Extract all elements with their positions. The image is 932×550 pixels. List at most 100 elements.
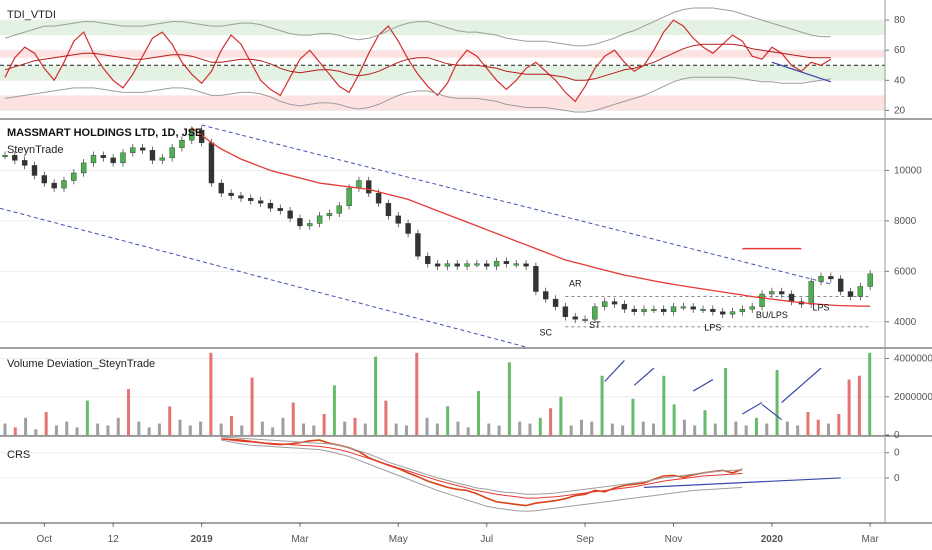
volume-bar [559, 396, 563, 435]
volume-bar [641, 421, 645, 435]
candle-body [523, 263, 529, 267]
volume-bar [260, 421, 264, 435]
candle-body [395, 215, 401, 224]
volume-bar [827, 423, 831, 435]
volume-y-tick-label: 2000000 [894, 392, 932, 403]
volume-bar [343, 421, 347, 435]
candle-body [837, 278, 844, 292]
volume-bar [837, 413, 841, 435]
candle-body [41, 175, 48, 184]
volume-bar [816, 419, 820, 435]
volume-trend-arrow [742, 401, 763, 415]
volume-bar [178, 419, 182, 435]
volume-bar [765, 423, 769, 435]
x-tick-label: Mar [862, 534, 880, 545]
candle-body [130, 147, 136, 153]
candle-body [12, 155, 18, 161]
volume-bar [662, 375, 666, 435]
tdi-series-line [4, 7, 831, 47]
volume-bar [579, 419, 583, 435]
volume-bar [446, 406, 450, 435]
candle-body [346, 187, 352, 206]
candle-body [769, 291, 775, 295]
volume-bar [219, 423, 223, 435]
wyckoff-annotation: AR [569, 278, 582, 288]
price-y-tick-label: 4000 [894, 317, 917, 328]
candle-body [336, 205, 342, 214]
x-tick-label: 12 [108, 534, 120, 545]
candle-body [818, 276, 824, 282]
candle-body [228, 192, 234, 196]
tdi-divergence-arrow [771, 61, 832, 83]
candle-body [631, 308, 637, 312]
volume-bar [415, 352, 419, 435]
candle-body [621, 303, 628, 310]
wyckoff-annotation: LPS [704, 323, 721, 333]
volume-bar [590, 421, 594, 435]
volume-bar [199, 421, 203, 435]
candle-body [543, 291, 549, 300]
volume-bar [754, 417, 758, 435]
candle-body [592, 306, 598, 320]
x-tick-label: Sep [576, 534, 594, 545]
candle-body [611, 301, 618, 305]
candle-body [120, 152, 126, 164]
candle-body [484, 263, 490, 267]
wyckoff-annotation: LPS [813, 302, 830, 312]
volume-bar [302, 423, 306, 435]
tdi-series-line [4, 19, 832, 103]
volume-bar [75, 427, 79, 435]
volume-trend-arrow [692, 379, 714, 392]
volume-bar [549, 408, 553, 435]
candle-body [316, 215, 323, 224]
volume-trend-arrow [604, 360, 625, 382]
volume-bar [682, 419, 686, 435]
volume-bar [507, 362, 511, 435]
volume-bar [34, 429, 38, 435]
x-tick-label: 2019 [191, 534, 214, 545]
moving-average-line [191, 127, 871, 307]
tdi-y-tick-label: 40 [894, 75, 906, 86]
volume-bar [13, 427, 17, 435]
candle-body [444, 263, 451, 267]
volume-bar [240, 425, 244, 435]
x-tick-label: Mar [291, 534, 309, 545]
volume-bar [209, 352, 213, 435]
candle-body [828, 276, 834, 280]
volume-bar [332, 385, 336, 435]
volume-bar [806, 412, 810, 435]
candle-body [778, 291, 785, 295]
volume-bar [384, 400, 388, 435]
candle-body [90, 155, 97, 164]
candle-body [788, 293, 795, 302]
candle-body [189, 129, 195, 141]
candle-body [375, 192, 382, 204]
volume-bar [137, 421, 141, 435]
crs-series-line [221, 438, 743, 507]
volume-y-tick-label: 4000000 [894, 354, 932, 365]
volume-bar [693, 425, 697, 435]
candle-body [710, 308, 716, 312]
volume-bar [621, 425, 625, 435]
volume-bar [569, 425, 573, 435]
volume-bar [796, 425, 800, 435]
candle-body [700, 308, 706, 311]
crs-series-line [221, 439, 743, 512]
crs-title: CRS [7, 449, 30, 461]
volume-trend-arrow [781, 367, 822, 403]
volume-bar [353, 417, 357, 435]
candle-body [257, 200, 264, 204]
candle-body [366, 180, 372, 194]
volume-bar [3, 423, 7, 435]
price-y-tick-label: 6000 [894, 266, 917, 277]
tdi-zone-band [0, 65, 885, 81]
volume-bar [127, 389, 131, 435]
volume-bar [734, 421, 738, 435]
volume-bar [363, 423, 367, 435]
volume-bar [487, 423, 491, 435]
price-y-tick-label: 8000 [894, 216, 917, 227]
candle-body [739, 308, 746, 312]
volume-bar [610, 423, 614, 435]
volume-bar [322, 413, 326, 435]
